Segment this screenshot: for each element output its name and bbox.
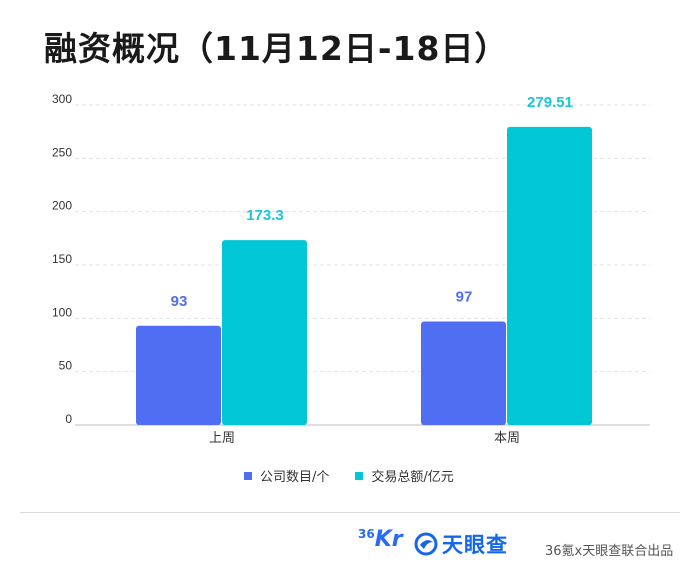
legend-swatch-amount	[355, 471, 364, 480]
x-tick-label: 上周	[209, 431, 235, 446]
source-credit: 36氪x天眼查联合出品	[545, 544, 674, 559]
logo-tianyancha-text: 天眼查	[442, 533, 508, 557]
logo-36kr-letters: Kr	[374, 527, 403, 552]
legend-label-companies: 公司数目/个	[260, 470, 330, 485]
y-tick-label: 100	[52, 305, 72, 319]
y-tick-label: 300	[52, 92, 72, 106]
x-axis-ticks: 上周 本周	[209, 431, 520, 446]
data-label: 97	[456, 289, 473, 306]
data-label: 93	[171, 293, 188, 310]
bar-0-0	[136, 325, 221, 425]
data-label: 279.51	[527, 94, 573, 111]
x-tick-label: 本周	[494, 431, 520, 446]
y-tick-label: 250	[52, 145, 72, 159]
logo-36kr-number: 36	[358, 527, 375, 541]
logo-36kr: 36Kr	[358, 527, 403, 552]
legend-item-companies: 公司数目/个	[244, 466, 329, 485]
data-label: 173.3	[246, 207, 284, 224]
bar-1-0	[421, 321, 506, 425]
legend-swatch-companies	[244, 471, 252, 480]
bar-0-1	[222, 240, 307, 425]
footer-divider	[20, 512, 680, 513]
bar-1-1	[507, 126, 592, 425]
legend-label-amount: 交易总额/亿元	[371, 470, 454, 485]
y-axis-ticks: 300 250 200 150 100 50 0	[52, 92, 72, 426]
bar-chart: 300 250 200 150 100 50 0 93 173.3 97 279.51 上周 本周	[52, 92, 650, 446]
legend: 公司数目/个 交易总额/亿元	[244, 466, 480, 485]
bars	[136, 126, 592, 425]
legend-item-amount: 交易总额/亿元	[355, 466, 454, 485]
y-tick-label: 200	[52, 199, 72, 213]
y-tick-label: 0	[65, 412, 72, 426]
data-labels: 93 173.3 97 279.51	[171, 94, 573, 310]
y-tick-label: 150	[52, 252, 72, 266]
logo-tianyancha: 天眼查	[414, 529, 508, 559]
y-tick-label: 50	[59, 359, 73, 373]
tianyancha-logo-icon	[414, 532, 438, 556]
chart-title: 融资概况（11月12日-18日）	[44, 29, 509, 68]
